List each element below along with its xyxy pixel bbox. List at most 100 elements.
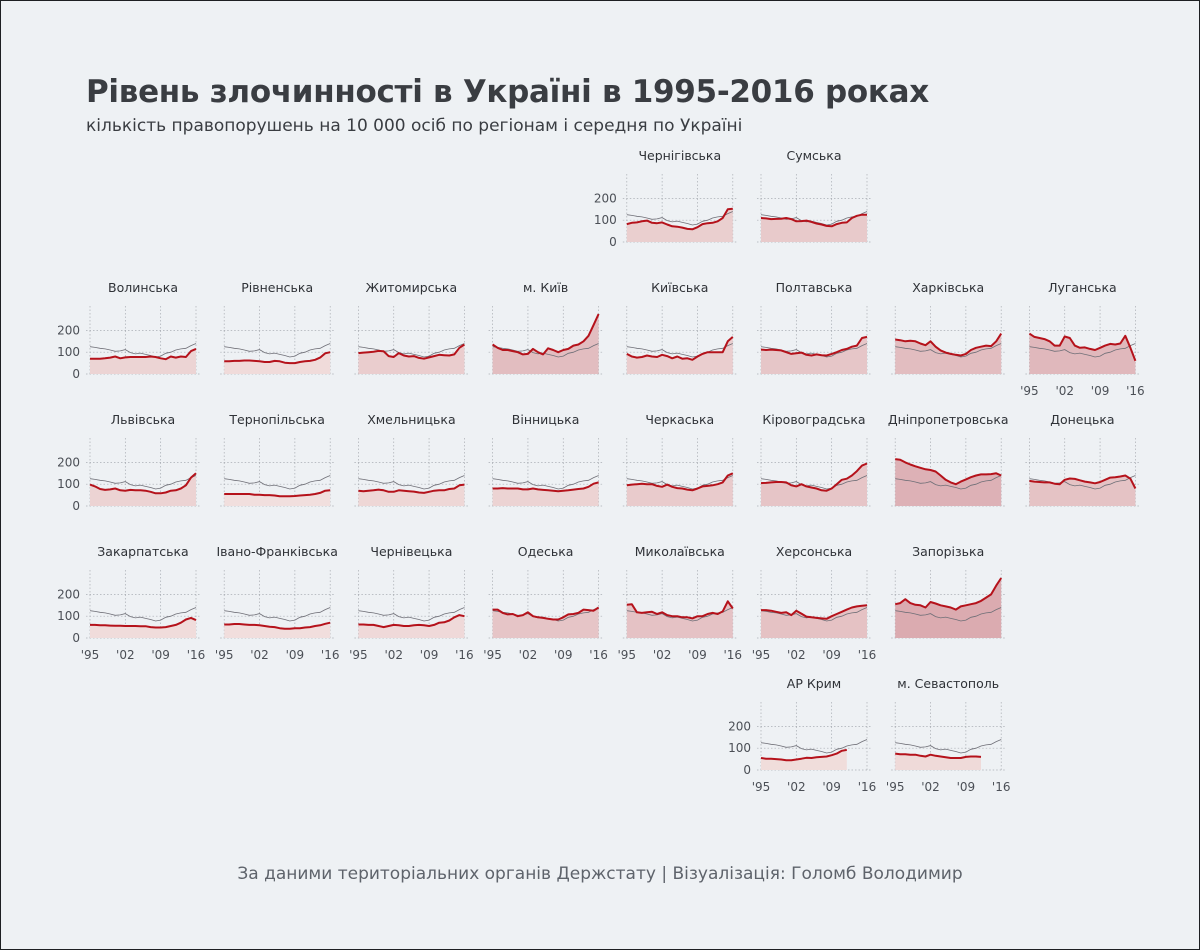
ukraine-average-line [626, 343, 733, 358]
x-tick-label: '16 [589, 648, 608, 662]
ukraine-average-line [89, 343, 197, 358]
x-tick-label: '16 [858, 780, 877, 794]
ukraine-average-line [1029, 343, 1136, 358]
region-area [626, 473, 733, 506]
ukraine-average-line [760, 739, 868, 754]
region-panel: Київська [622, 280, 737, 376]
region-area [90, 348, 196, 374]
region-label: Рівненська [241, 280, 313, 295]
x-tick-label: '09 [957, 780, 976, 794]
chart-subtitle: кількість правопорушень на 10 000 осіб п… [86, 116, 743, 136]
x-tick-label: '09 [286, 648, 305, 662]
ukraine-average-line [492, 343, 599, 358]
ukraine-average-line [626, 475, 733, 490]
ukraine-average-line [89, 475, 197, 490]
region-panel: м. Київ [488, 280, 603, 376]
region-area [895, 578, 1002, 638]
y-tick-label: 100 [57, 345, 80, 359]
region-panel: Дніпропетровська [888, 412, 1009, 508]
region-line [760, 335, 868, 357]
x-tick-label: '95 [349, 648, 368, 662]
region-area [492, 607, 599, 638]
y-tick-label: 0 [609, 235, 617, 249]
region-label: Львівська [111, 412, 175, 427]
y-tick-label: 0 [72, 367, 80, 381]
ukraine-average-line [89, 607, 197, 622]
x-tick-label: '09 [822, 648, 841, 662]
region-line [358, 483, 465, 494]
region-label: Херсонська [776, 544, 852, 559]
region-panel: Миколаївська '95 '02 '09 '16 [618, 544, 743, 662]
region-label: Чернігівська [638, 148, 721, 163]
region-panel: Чернівецька '95 '02 '09 '16 [349, 544, 474, 662]
x-tick-label: '95 [1020, 384, 1039, 398]
x-tick-label: '02 [653, 648, 672, 662]
x-tick-label: '02 [787, 648, 806, 662]
region-panel: Луганська '95 '02 '09 '16 [1020, 280, 1145, 398]
region-area [895, 459, 1002, 506]
x-tick-label: '09 [1091, 384, 1110, 398]
region-panel: Волинська 0 100 200 [57, 280, 200, 381]
region-label: Волинська [108, 280, 178, 295]
region-label: Харківська [912, 280, 984, 295]
x-tick-label: '02 [921, 780, 940, 794]
region-line [90, 616, 197, 629]
region-panel: Полтавська [757, 280, 871, 376]
x-tick-label: '95 [618, 648, 637, 662]
x-tick-label: '95 [215, 648, 234, 662]
region-panel: Рівненська [220, 280, 335, 376]
region-line [492, 313, 600, 356]
y-tick-label: 100 [57, 477, 80, 491]
ukraine-average-line [626, 211, 733, 226]
region-line [492, 481, 599, 493]
y-tick-label: 200 [57, 587, 80, 601]
x-tick-label: '02 [384, 648, 403, 662]
source-note: За даними територіальних органів Держста… [237, 864, 963, 884]
region-area [626, 336, 733, 374]
region-area [358, 344, 465, 374]
region-label: Одеська [518, 544, 574, 559]
y-tick-label: 200 [594, 191, 617, 205]
x-tick-label: '95 [752, 780, 771, 794]
region-label: Запорізька [912, 544, 984, 559]
region-panel: Херсонська '95 '02 '09 '16 [752, 544, 877, 662]
region-label: Кіровоградська [762, 412, 865, 427]
region-area [224, 352, 331, 374]
region-line [626, 207, 733, 231]
region-label: Миколаївська [635, 544, 725, 559]
region-label: Черкаська [645, 412, 714, 427]
region-area [224, 490, 331, 506]
region-area [626, 601, 733, 638]
region-panel: Донецька [1025, 412, 1140, 508]
region-area [1029, 475, 1136, 506]
region-line [895, 752, 982, 759]
region-label: Луганська [1048, 280, 1117, 295]
region-line [1029, 474, 1137, 489]
region-line [626, 336, 734, 361]
region-line [894, 577, 1003, 611]
x-tick-label: '09 [822, 780, 841, 794]
region-line [895, 458, 1002, 486]
region-panel: Івано-Франківська '95 '02 '09 '16 [215, 544, 340, 662]
ukraine-average-line [224, 475, 331, 490]
region-area [761, 749, 847, 770]
region-label: АР Крим [787, 676, 841, 691]
chart-title: Рівень злочинності в Україні в 1995-2016… [86, 74, 929, 110]
region-area [90, 473, 196, 506]
x-tick-label: '02 [1055, 384, 1074, 398]
x-tick-label: '16 [455, 648, 474, 662]
x-tick-label: '16 [724, 648, 743, 662]
region-panel: Чернігівська 0 100 200 [594, 148, 737, 249]
region-panel: АР Крим 0 100 200 '95 '02 '09 '16 [728, 676, 876, 794]
region-panel: Хмельницька [354, 412, 469, 508]
x-tick-label: '16 [187, 648, 206, 662]
region-label: Дніпропетровська [888, 412, 1009, 427]
region-panel: Тернопільська [220, 412, 335, 508]
region-area [761, 605, 867, 638]
region-panel: Кіровоградська [757, 412, 871, 508]
y-tick-label: 100 [57, 609, 80, 623]
region-line [760, 748, 847, 762]
region-line [90, 347, 197, 361]
region-line [224, 621, 331, 630]
